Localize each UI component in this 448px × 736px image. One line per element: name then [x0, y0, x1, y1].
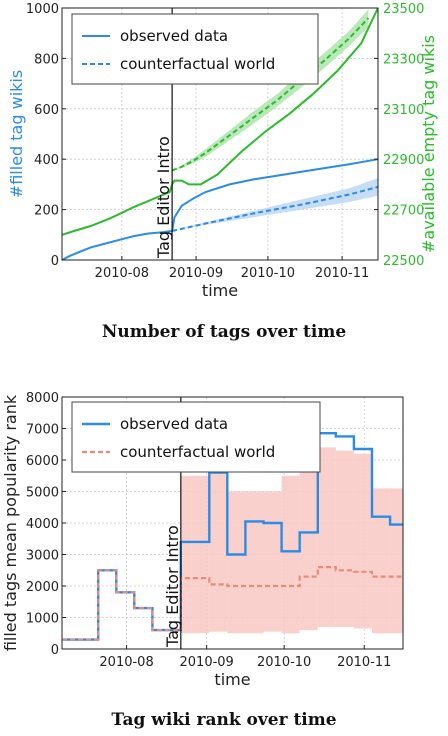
legend-label-counterfactual: counterfactual world — [120, 55, 275, 73]
x-tick-label: 2010-11 — [315, 266, 369, 281]
counterfactual-line — [171, 185, 379, 232]
y-tick-label: 7000 — [26, 423, 59, 438]
confidence-band-bin — [353, 453, 372, 629]
chart-tag-wiki-rank: Tag Editor Intro 0 1000 2000 3000 4000 5000 600… — [1, 391, 404, 689]
legend-label-counterfactual: counterfactual world — [120, 443, 275, 461]
observed-line — [61, 158, 379, 261]
caption-tag-wiki-rank: Tag wiki rank over time — [111, 710, 337, 730]
empty-wikis-observed-line — [61, 7, 379, 236]
y-axis-label: #filled tag wikis — [7, 70, 26, 198]
legend-box — [71, 13, 319, 85]
x-tick-label: 2010-09 — [180, 655, 234, 670]
y2-axis-label: #available empty tag wikis — [419, 35, 438, 253]
caption-number-of-tags: Number of tags over time — [101, 322, 347, 342]
y-tick-label: 3000 — [26, 549, 59, 564]
plot-frame — [61, 7, 379, 261]
legend-label-observed: observed data — [120, 27, 228, 45]
confidence-band-bin — [209, 472, 228, 632]
y-tick-label: 0 — [51, 643, 59, 658]
y-tick-label: 0 — [51, 254, 59, 269]
x-tick-label: 2010-11 — [337, 655, 391, 670]
confidence-band-bin — [390, 488, 403, 634]
x-tick-label: 2010-08 — [95, 266, 149, 281]
y2-tick-label: 23300 — [383, 52, 424, 67]
y-tick-label: 400 — [34, 153, 59, 168]
confidence-band-bin — [227, 491, 246, 634]
confidence-band-bin — [317, 447, 336, 627]
confidence-band-bin — [191, 475, 210, 634]
confidence-band-bin — [180, 475, 192, 634]
x-tick-label: 2010-09 — [169, 266, 223, 281]
chart-filled-tag-wikis: Tag Editor Intro 0 200 400 600 800 1000 22500 22… — [7, 2, 438, 300]
confidence-band-bin — [263, 491, 282, 632]
intervention-label: Tag Editor Intro — [163, 525, 182, 648]
intervention-label: Tag Editor Intro — [154, 136, 173, 259]
x-axis-label: time — [214, 670, 250, 689]
y2-tick-label: 23500 — [383, 2, 424, 17]
y2-tick-label: 23100 — [383, 103, 424, 118]
y2-tick-label: 22500 — [383, 254, 424, 269]
legend-label-observed: observed data — [120, 415, 228, 433]
confidence-band-bin — [299, 469, 318, 631]
confidence-band-bin — [335, 450, 354, 627]
confidence-band-bin — [245, 491, 264, 634]
y-tick-label: 800 — [34, 52, 59, 67]
confidence-band-bin — [281, 475, 300, 634]
x-axis-label: time — [202, 281, 238, 300]
y-tick-label: 5000 — [26, 486, 59, 501]
y-tick-label: 1000 — [26, 612, 59, 627]
y-tick-label: 2000 — [26, 580, 59, 595]
legend-box — [71, 401, 321, 473]
y-axis-label: filled tags mean popularity rank — [1, 394, 20, 651]
y-tick-label: 6000 — [26, 454, 59, 469]
y-tick-label: 8000 — [26, 391, 59, 406]
confidence-band-bin — [372, 488, 391, 634]
x-tick-label: 2010-10 — [241, 266, 295, 281]
y2-tick-label: 22700 — [383, 204, 424, 219]
x-tick-label: 2010-08 — [99, 655, 153, 670]
y-tick-label: 600 — [34, 103, 59, 118]
y-tick-label: 200 — [34, 204, 59, 219]
y2-tick-label: 22900 — [383, 153, 424, 168]
y-tick-label: 4000 — [26, 517, 59, 532]
confidence-band — [172, 178, 378, 231]
x-tick-label: 2010-10 — [257, 655, 311, 670]
counterfactual-step-line — [62, 566, 403, 641]
y-tick-label: 1000 — [26, 2, 59, 17]
empty-wikis-counterfactual-line — [171, 17, 370, 172]
